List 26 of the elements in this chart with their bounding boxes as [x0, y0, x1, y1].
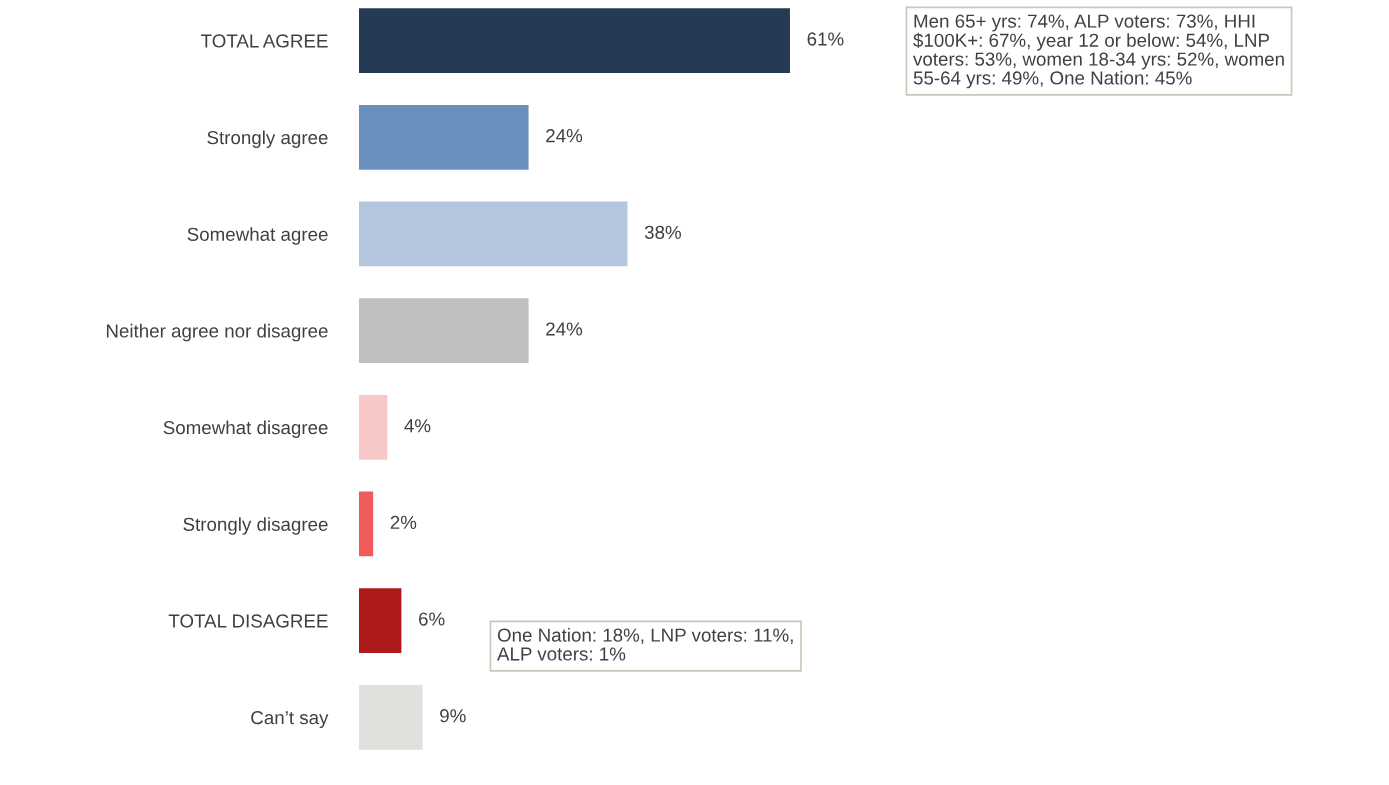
bar	[359, 588, 402, 654]
bar	[359, 8, 790, 73]
y-tick-label: Somewhat disagree	[163, 420, 328, 438]
data-label: 2%	[390, 515, 417, 529]
bar	[359, 104, 529, 170]
y-tick-label: Strongly disagree	[183, 517, 328, 535]
annotation: One Nation: 18%, LNP voters: 11%, ALP voters: 1%	[497, 628, 793, 661]
data-label: 24%	[546, 129, 583, 143]
bar	[359, 491, 374, 557]
text: Men 65+ yrs: 74%, ALP voters: 73%, HHI $100K+: 67%, year 12 or below: 54%, LNP voters: 53%, women 18-34 yrs: 52%, women 55-64 yrs: 49%, One Nation: 45%	[913, 14, 1284, 89]
y-tick-label: Strongly agree	[207, 130, 328, 148]
y-tick-label: TOTAL AGREE	[201, 34, 328, 48]
data-label: 4%	[404, 419, 431, 433]
data-label: 6%	[419, 612, 445, 626]
bar	[359, 394, 388, 460]
bar	[359, 201, 628, 267]
y-tick-label: Can’t say	[251, 711, 329, 729]
data-label: 9%	[440, 709, 466, 723]
data-label: 38%	[644, 225, 681, 239]
y-tick-label: Neither agree nor disagree	[106, 323, 328, 342]
y-tick-label: TOTAL DISAGREE	[168, 614, 328, 628]
y-tick-label: Somewhat agree	[187, 227, 328, 245]
bar	[359, 684, 423, 750]
data-label: 61%	[807, 32, 844, 46]
bar	[359, 298, 529, 364]
data-label: 24%	[546, 322, 583, 336]
